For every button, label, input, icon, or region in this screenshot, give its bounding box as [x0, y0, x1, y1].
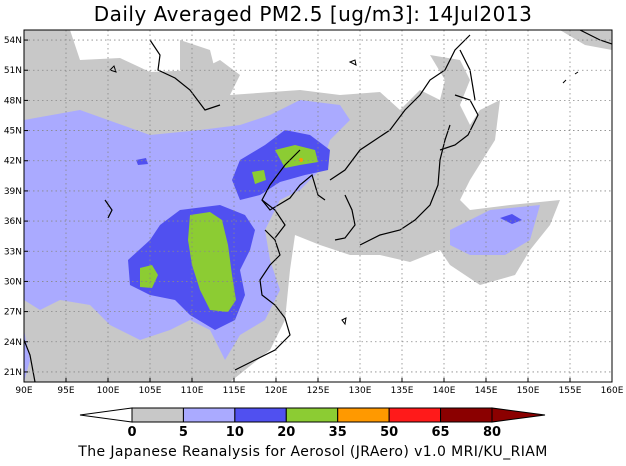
- colorbar-level-label: 35: [329, 425, 347, 440]
- coastlines: [24, 30, 612, 382]
- lat-tick-label: 33N: [4, 247, 22, 257]
- colorbar-level-label: 20: [277, 425, 295, 440]
- colorbar-level-label: 80: [483, 425, 501, 440]
- footer-credit: The Japanese Reanalysis for Aerosol (JRA…: [78, 444, 548, 460]
- colorbar-segment: [440, 407, 493, 423]
- lat-tick-label: 24N: [4, 338, 22, 348]
- colorbar-segment: [234, 407, 287, 423]
- colorbar-segment: [337, 407, 390, 423]
- lon-tick-label: 130E: [349, 386, 372, 396]
- colorbar-level-label: 10: [226, 425, 244, 440]
- lon-tick-label: 155E: [559, 386, 582, 396]
- colorbar-level-label: 0: [127, 425, 136, 440]
- colorbar-high-arrow: [491, 407, 546, 423]
- lon-tick-label: 125E: [307, 386, 330, 396]
- colorbar-low-arrow: [79, 407, 133, 423]
- lat-tick-label: 36N: [4, 217, 22, 227]
- lat-tick-label: 39N: [4, 187, 22, 197]
- lon-tick-label: 95E: [57, 386, 74, 396]
- colorbar-segment: [285, 407, 339, 423]
- lon-tick-label: 90E: [15, 386, 32, 396]
- lon-tick-label: 145E: [475, 386, 498, 396]
- lon-tick-label: 110E: [181, 386, 204, 396]
- lat-tick-label: 27N: [4, 308, 22, 318]
- lon-tick-label: 115E: [223, 386, 246, 396]
- lon-tick-label: 120E: [265, 386, 288, 396]
- lat-tick-label: 45N: [4, 127, 22, 137]
- colorbar-level-label: 50: [380, 425, 398, 440]
- map-title: Daily Averaged PM2.5 [ug/m3]: 14Jul2013: [93, 2, 533, 26]
- pm25-level-35-50: [140, 145, 318, 312]
- colorbar: 0 5 10 20 35 50 65 80: [79, 407, 546, 440]
- latitude-labels: 21N 24N 27N 30N 33N 36N 39N 42N 45N 48N 51N 54N: [4, 36, 28, 378]
- longitude-labels: 90E 95E 100E 105E 110E 115E 120E 125E 130E 135E 14…: [15, 378, 624, 396]
- lat-tick-label: 54N: [4, 36, 22, 46]
- lon-tick-label: 150E: [517, 386, 540, 396]
- pm25-level-50-65: [299, 158, 303, 162]
- islands: [109, 59, 579, 326]
- lon-tick-label: 100E: [97, 386, 120, 396]
- colorbar-segment: [131, 407, 184, 423]
- lat-tick-label: 51N: [4, 66, 22, 76]
- lon-tick-label: 160E: [601, 386, 624, 396]
- colorbar-level-label: 5: [179, 425, 188, 440]
- colorbar-level-label: 65: [432, 425, 450, 440]
- lat-tick-label: 21N: [4, 368, 22, 378]
- lat-lon-grid: [24, 30, 612, 382]
- lon-tick-label: 135E: [391, 386, 414, 396]
- lat-tick-label: 42N: [4, 157, 22, 167]
- colorbar-segment: [388, 407, 442, 423]
- colorbar-segment: [182, 407, 236, 423]
- lat-tick-label: 30N: [4, 277, 22, 287]
- lon-tick-label: 140E: [433, 386, 456, 396]
- lon-tick-label: 105E: [139, 386, 162, 396]
- lat-tick-label: 48N: [4, 96, 22, 106]
